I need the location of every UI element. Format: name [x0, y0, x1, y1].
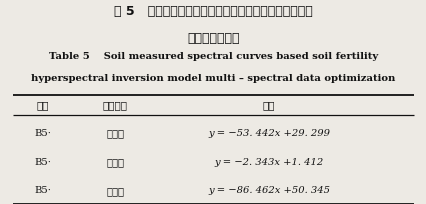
- Text: y = −86. 462x +50. 345: y = −86. 462x +50. 345: [207, 186, 329, 195]
- Text: 多光谱数据优化: 多光谱数据优化: [187, 32, 239, 45]
- Text: B5·: B5·: [34, 129, 51, 138]
- Text: Table 5    Soil measured spectral curves based soil fertility: Table 5 Soil measured spectral curves ba…: [49, 52, 377, 61]
- Text: 模型: 模型: [262, 100, 275, 110]
- Text: hyperspectral inversion model multi – spectral data optimization: hyperspectral inversion model multi – sp…: [31, 74, 395, 83]
- Text: 有效钾: 有效钾: [106, 157, 124, 167]
- Text: 有机质: 有机质: [106, 129, 124, 139]
- Text: y = −2. 343x +1. 412: y = −2. 343x +1. 412: [214, 158, 323, 167]
- Text: B5·: B5·: [34, 186, 51, 195]
- Text: 波段: 波段: [36, 100, 49, 110]
- Text: 有效磷: 有效磷: [106, 186, 124, 196]
- Text: 肥力参数: 肥力参数: [103, 100, 127, 110]
- Text: y = −53. 442x +29. 299: y = −53. 442x +29. 299: [207, 129, 329, 138]
- Text: B5·: B5·: [34, 158, 51, 167]
- Text: 表 5   基于土壤实测光谱曲线土壤肥力高光谱反演模型的: 表 5 基于土壤实测光谱曲线土壤肥力高光谱反演模型的: [114, 5, 312, 18]
